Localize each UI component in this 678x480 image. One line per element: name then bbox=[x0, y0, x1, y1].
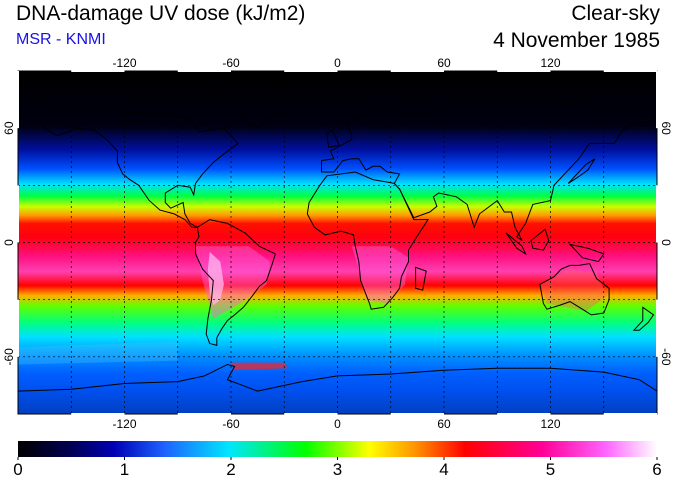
africa-highlight bbox=[351, 246, 409, 304]
coastline-sumatra bbox=[505, 232, 527, 256]
coastline-eurasia bbox=[321, 95, 657, 242]
coastline-antarctica bbox=[18, 363, 657, 392]
colorbar-label: 4 bbox=[439, 460, 448, 479]
lat-tick-label-right: -60 bbox=[659, 348, 673, 366]
lon-tick-label-bottom: -60 bbox=[222, 417, 240, 431]
colorbar-ticks bbox=[17, 457, 658, 460]
colorbar-label: 0 bbox=[13, 460, 22, 479]
colorbar-label: 3 bbox=[333, 460, 342, 479]
south-pacific-band bbox=[18, 341, 178, 365]
lat-tick-label-right: 0 bbox=[659, 239, 673, 246]
graticule bbox=[18, 71, 657, 414]
map-area bbox=[18, 71, 657, 414]
axis-tick-labels: -120 -60 0 60 120 -120 -60 0 60 120 60 0 -60 60 0 -60 bbox=[2, 56, 673, 431]
lat-tick-label-left: 60 bbox=[2, 121, 16, 135]
coastline-africa bbox=[306, 171, 429, 310]
lon-tick-label-bottom: 120 bbox=[540, 417, 560, 431]
colorbar-label: 5 bbox=[546, 460, 555, 479]
source-label: MSR - KNMI bbox=[16, 31, 106, 48]
coastline-north-america bbox=[38, 106, 239, 228]
coastline-new-zealand bbox=[632, 306, 655, 331]
colorbar-label: 6 bbox=[652, 460, 661, 479]
coastline-madagascar bbox=[415, 266, 427, 291]
lon-tick-label-top: -60 bbox=[222, 56, 240, 70]
map-title: DNA-damage UV dose (kJ/m2) bbox=[16, 2, 306, 25]
lat-tick-label-left: 0 bbox=[2, 239, 16, 246]
coastline-new-guinea bbox=[568, 243, 605, 263]
australia-highlight bbox=[539, 269, 608, 312]
coastlines bbox=[18, 85, 657, 392]
coastline-borneo bbox=[530, 228, 550, 251]
colorbar-labels: 0 1 2 3 4 5 6 bbox=[13, 460, 661, 479]
colorbar-label: 2 bbox=[226, 460, 235, 479]
coastline-greenland bbox=[212, 85, 303, 129]
date-label: 4 November 1985 bbox=[493, 29, 660, 52]
coastline-uk bbox=[326, 129, 341, 148]
antarctic-streak bbox=[231, 362, 288, 371]
lon-tick-label-bottom: 60 bbox=[437, 417, 451, 431]
lat-tick-label-left: -60 bbox=[2, 348, 16, 366]
lon-tick-label-bottom: 0 bbox=[334, 417, 341, 431]
coastline-japan bbox=[567, 158, 596, 184]
lon-tick-label-top: 60 bbox=[437, 56, 451, 70]
lon-tick-label-top: -120 bbox=[112, 56, 136, 70]
sky-condition-label: Clear-sky bbox=[571, 2, 660, 25]
coastline-south-america bbox=[195, 219, 277, 347]
lon-tick-label-top: 120 bbox=[540, 56, 560, 70]
lon-tick-label-top: 0 bbox=[334, 56, 341, 70]
lat-tick-label-right: 60 bbox=[659, 121, 673, 135]
colorbar-label: 1 bbox=[120, 460, 129, 479]
south-america-highlight bbox=[195, 246, 270, 319]
land-highlights bbox=[18, 246, 608, 371]
lon-tick-label-bottom: -120 bbox=[112, 417, 136, 431]
frame-ticks bbox=[17, 70, 658, 415]
colorbar-gradient bbox=[18, 441, 657, 457]
colorbar: 0 1 2 3 4 5 6 bbox=[13, 441, 662, 479]
